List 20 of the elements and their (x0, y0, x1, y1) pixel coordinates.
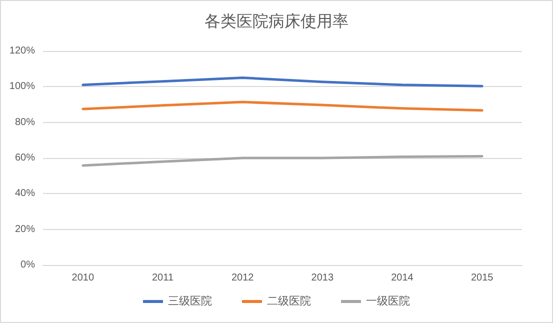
y-tick-label: 60% (14, 152, 36, 164)
y-tick-label: 80% (14, 116, 36, 128)
x-tick-label: 2010 (72, 272, 94, 284)
legend-label: 一级医院 (366, 294, 410, 308)
legend-label: 二级医院 (267, 294, 311, 308)
y-tick-label: 120% (9, 46, 36, 56)
legend-label: 三级医院 (168, 294, 212, 308)
x-tick-label: 2015 (470, 272, 494, 284)
x-tick-label: 2013 (311, 272, 334, 284)
line-series (82, 100, 484, 112)
x-tick-label: 2012 (231, 272, 254, 284)
y-tick-label: 0% (20, 260, 36, 270)
x-tick-label: 2011 (152, 272, 174, 284)
line-series (82, 154, 484, 167)
chart-title: 各类医院病床使用率 (204, 12, 348, 30)
x-tick-label: 2014 (391, 272, 414, 284)
line-series (82, 76, 484, 88)
y-tick-label: 40% (14, 188, 36, 200)
y-tick-label: 100% (9, 81, 36, 92)
y-tick-label: 20% (14, 224, 36, 235)
